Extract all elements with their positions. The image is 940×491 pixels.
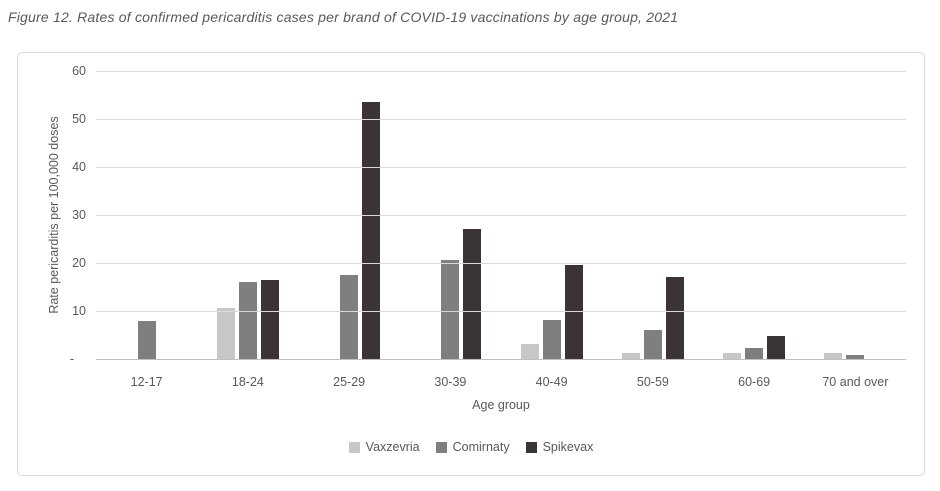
bar bbox=[441, 260, 460, 359]
bar bbox=[260, 280, 279, 359]
gridline bbox=[96, 311, 906, 312]
x-axis-label: 25-29 bbox=[333, 375, 366, 389]
bar bbox=[463, 229, 482, 359]
x-axis-label: 40-49 bbox=[535, 375, 568, 389]
legend-swatch-icon bbox=[525, 441, 537, 453]
y-tick-label: 20 bbox=[72, 256, 86, 270]
y-tick-label: 40 bbox=[72, 160, 86, 174]
y-tick-label: - bbox=[69, 352, 74, 366]
gridline bbox=[96, 167, 906, 168]
bar-group bbox=[96, 71, 197, 359]
bar bbox=[362, 102, 381, 359]
bar bbox=[665, 277, 684, 359]
y-tick-label: 10 bbox=[72, 304, 86, 318]
gridline bbox=[96, 119, 906, 120]
bar bbox=[564, 265, 583, 359]
chart-panel: Rate pericarditis per 100,000 doses 12-1… bbox=[17, 52, 925, 476]
bar bbox=[824, 353, 843, 359]
bar bbox=[542, 320, 561, 359]
x-axis-label: 30-39 bbox=[434, 375, 467, 389]
bar-group bbox=[197, 71, 298, 359]
bar bbox=[745, 348, 764, 359]
bar-group bbox=[400, 71, 501, 359]
bar bbox=[723, 353, 742, 359]
bar bbox=[216, 308, 235, 359]
bar bbox=[520, 344, 539, 359]
x-axis-label: 60-69 bbox=[738, 375, 771, 389]
y-tick-label: 30 bbox=[72, 208, 86, 222]
x-axis-label: 18-24 bbox=[231, 375, 264, 389]
legend-item: Spikevax bbox=[525, 440, 594, 454]
x-axis-label: 50-59 bbox=[636, 375, 669, 389]
legend-label: Vaxzevria bbox=[365, 440, 420, 454]
bar-group bbox=[501, 71, 602, 359]
y-tick-label: 50 bbox=[72, 112, 86, 126]
plot-area bbox=[96, 71, 906, 360]
legend: Vaxzevria Comirnaty Spikevax bbox=[18, 440, 924, 454]
bar bbox=[767, 336, 786, 359]
legend-label: Comirnaty bbox=[452, 440, 510, 454]
legend-item: Vaxzevria bbox=[348, 440, 420, 454]
x-axis-labels: 12-17 18-24 25-29 30-39 40-49 50-59 60-69 70 an… bbox=[96, 375, 906, 389]
bar-group bbox=[299, 71, 400, 359]
bar-group bbox=[805, 71, 906, 359]
legend-label: Spikevax bbox=[542, 440, 594, 454]
bar bbox=[340, 275, 359, 359]
figure-caption: Figure 12. Rates of confirmed pericardit… bbox=[8, 9, 679, 25]
x-axis-label: 70 and over bbox=[822, 375, 889, 389]
bar bbox=[846, 355, 865, 359]
legend-swatch-icon bbox=[348, 441, 360, 453]
gridline bbox=[96, 71, 906, 72]
bar bbox=[238, 282, 257, 359]
bar bbox=[621, 353, 640, 359]
y-tick-label: 60 bbox=[72, 64, 86, 78]
gridline bbox=[96, 215, 906, 216]
legend-item: Comirnaty bbox=[435, 440, 510, 454]
x-axis-title: Age group bbox=[472, 398, 530, 412]
gridline bbox=[96, 263, 906, 264]
bar bbox=[137, 321, 156, 359]
x-axis-label: 12-17 bbox=[130, 375, 163, 389]
bar bbox=[643, 330, 662, 359]
bar-groups-container bbox=[96, 71, 906, 359]
bar-group bbox=[704, 71, 805, 359]
legend-swatch-icon bbox=[435, 441, 447, 453]
bar-group bbox=[602, 71, 703, 359]
